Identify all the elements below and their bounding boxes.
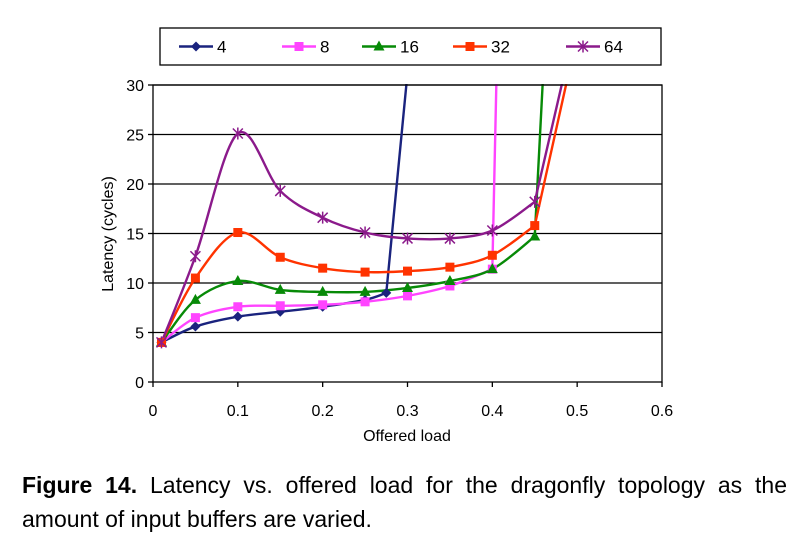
- marker-8-3: [275, 301, 285, 311]
- series-line-64: [160, 84, 564, 343]
- legend-marker-64: [577, 40, 589, 53]
- x-tick-label: 0.3: [396, 403, 418, 420]
- marker-16-2: [232, 275, 244, 286]
- marker-8-1: [190, 313, 200, 323]
- marker-32-9: [530, 221, 540, 231]
- marker-16-8: [486, 263, 498, 274]
- caption-label: Figure 14.: [22, 472, 138, 498]
- marker-64-6: [401, 232, 414, 245]
- marker-32-7: [445, 262, 455, 272]
- marker-32-8: [487, 250, 497, 260]
- marker-16-9: [529, 230, 541, 241]
- marker-32-6: [403, 266, 412, 276]
- x-tick-label: 0.1: [227, 403, 249, 420]
- marker-64-5: [359, 226, 371, 239]
- marker-8-7: [445, 281, 455, 291]
- series-line-32: [160, 84, 568, 343]
- legend-label-8: 8: [320, 38, 329, 57]
- marker-64-8: [486, 224, 498, 237]
- marker-64-9: [529, 195, 541, 208]
- y-tick-label: 30: [126, 78, 144, 95]
- marker-8-4: [318, 300, 328, 310]
- caption-text: Latency vs. offered load for the dragonf…: [22, 472, 787, 532]
- series-line-8: [160, 84, 498, 344]
- legend-marker-4: [191, 41, 201, 52]
- x-tick-label: 0.2: [312, 403, 334, 420]
- y-tick-label: 25: [126, 128, 144, 145]
- legend-marker-32: [465, 42, 475, 51]
- marker-64-7: [444, 232, 456, 245]
- marker-64-2: [232, 127, 244, 140]
- marker-8-6: [403, 291, 412, 301]
- legend: 4 8 16 32 64: [159, 27, 662, 66]
- x-axis-label: Offered load: [363, 428, 451, 445]
- legend-label-16: 16: [400, 38, 419, 57]
- x-tick-label: 0.4: [481, 403, 503, 420]
- marker-64-3: [274, 184, 286, 197]
- axes: 0 5 10 15 20 25 30 0 0.1 0.2 0.3 0.4 0.5 0.6: [126, 78, 673, 420]
- marker-16-7: [444, 275, 456, 286]
- marker-16-3: [274, 283, 286, 294]
- marker-4-1: [190, 321, 201, 332]
- y-tick-label: 5: [135, 326, 144, 343]
- y-tick-label: 20: [126, 177, 144, 194]
- legend-label-64: 64: [604, 38, 623, 57]
- legend-marker-8: [294, 42, 304, 51]
- marker-64-1: [189, 250, 201, 263]
- y-tick-label: 10: [126, 276, 144, 293]
- marker-16-4: [317, 285, 329, 296]
- x-tick-label: 0: [149, 403, 158, 420]
- series-line-16: [160, 84, 544, 344]
- y-tick-label: 0: [135, 375, 144, 392]
- marker-64-4: [317, 211, 329, 224]
- marker-4-6: [381, 287, 392, 298]
- marker-16-6: [402, 281, 413, 292]
- marker-8-5: [360, 297, 370, 307]
- marker-16-1: [189, 293, 201, 304]
- marker-32-2: [233, 228, 243, 238]
- x-tick-label: 0.5: [566, 403, 588, 420]
- figure-caption: Figure 14. Latency vs. offered load for …: [22, 468, 787, 536]
- x-tick-label: 0.6: [651, 403, 673, 420]
- legend-label-32: 32: [491, 38, 510, 57]
- marker-8-2: [233, 302, 243, 312]
- marker-16-5: [359, 285, 371, 296]
- y-axis-label: Latency (cycles): [100, 176, 117, 292]
- y-tick-label: 15: [126, 227, 144, 244]
- marker-4-2: [232, 311, 243, 322]
- legend-label-4: 4: [217, 38, 226, 57]
- marker-32-3: [275, 252, 285, 262]
- marker-32-1: [190, 273, 200, 283]
- marker-64-0: [155, 336, 168, 349]
- markers-group: [155, 127, 541, 349]
- latency-chart: 4 8 16 32 64 0 5 10 15 20 25 30 0 0.1 0.2 0.3 0.4 0.5 0.6…: [100, 27, 673, 445]
- legend-marker-16: [373, 40, 385, 51]
- marker-32-4: [318, 263, 328, 273]
- marker-32-5: [360, 267, 370, 277]
